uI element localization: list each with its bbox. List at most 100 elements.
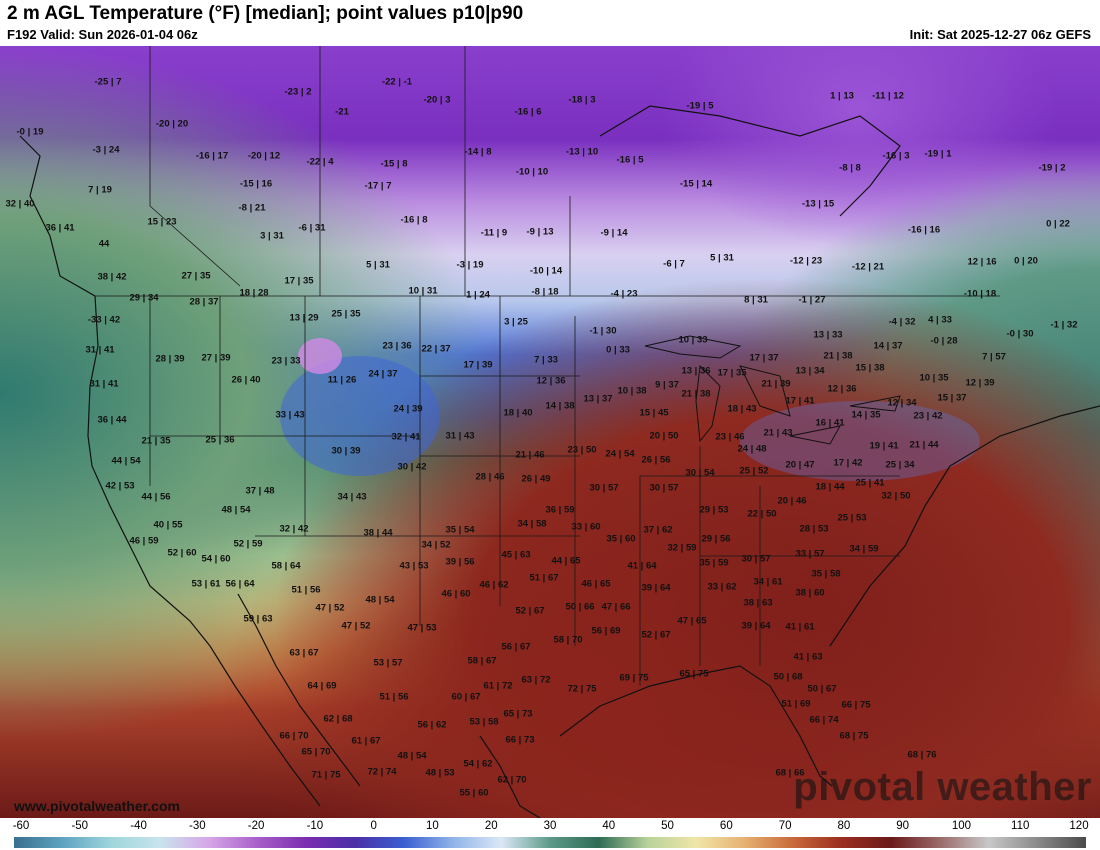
point-value: 55 | 60	[459, 787, 489, 799]
point-value: 12 | 16	[967, 256, 997, 268]
point-value: 25 | 52	[739, 465, 769, 477]
point-value: 29 | 34	[129, 292, 159, 304]
point-value: 68 | 76	[907, 749, 937, 761]
point-value: 22 | 50	[747, 508, 777, 520]
point-value: 53 | 58	[469, 716, 499, 728]
great-lakes	[644, 335, 901, 445]
point-value: -4 | 32	[888, 316, 916, 328]
point-value: 51 | 69	[781, 698, 811, 710]
colorbar-tick-label: 40	[602, 820, 616, 832]
point-value: 34 | 52	[421, 539, 451, 551]
point-value: 14 | 35	[851, 409, 881, 421]
point-value: 41 | 64	[627, 560, 657, 572]
point-value: 15 | 38	[855, 362, 885, 374]
colorbar-tick-label: -20	[247, 820, 265, 832]
point-value: 52 | 59	[233, 538, 263, 550]
point-value: 65 | 73	[503, 708, 533, 720]
point-value: 30 | 39	[331, 445, 361, 457]
state-borders	[95, 46, 1000, 686]
point-value: 25 | 34	[885, 459, 915, 471]
point-value: 48 | 54	[221, 504, 251, 516]
point-value: 24 | 54	[605, 448, 635, 460]
point-value: 47 | 65	[677, 615, 707, 627]
website-url[interactable]: www.pivotalweather.com	[14, 798, 180, 814]
point-value: -20 | 12	[247, 150, 281, 162]
colorbar-tick-label: -50	[71, 820, 89, 832]
point-value: -20 | 20	[155, 118, 189, 130]
colorbar-tick-label: 110	[1011, 820, 1030, 832]
point-value: 17 | 39	[463, 359, 493, 371]
point-value: 53 | 57	[373, 657, 403, 669]
point-value: 10 | 33	[678, 334, 708, 346]
colorbar-tick-label: 100	[951, 820, 972, 832]
point-value: -25 | 7	[94, 76, 122, 88]
colorbar-strip	[14, 837, 1086, 848]
point-value: 35 | 58	[811, 568, 841, 580]
point-value: 5 | 31	[366, 259, 390, 271]
point-value: -10 | 18	[963, 288, 997, 300]
point-value: -33 | 42	[87, 314, 121, 326]
point-value: 33 | 43	[275, 409, 305, 421]
point-value: 37 | 48	[245, 485, 275, 497]
colorbar-tick-label: 70	[778, 820, 792, 832]
point-value: 39 | 56	[445, 556, 475, 568]
point-value: -12 | 23	[789, 255, 823, 267]
point-value: 47 | 52	[315, 602, 345, 614]
point-value: 28 | 39	[155, 353, 185, 365]
point-value: 20 | 46	[777, 495, 807, 507]
point-value: 38 | 44	[363, 527, 393, 539]
point-value: 11 | 26	[327, 374, 357, 386]
point-value: 4 | 33	[928, 314, 952, 326]
point-value: 29 | 53	[699, 504, 729, 516]
point-value: 32 | 42	[279, 523, 309, 535]
point-value: -21	[335, 106, 349, 118]
point-value: -15 | 14	[679, 178, 713, 190]
point-value: -16 | 8	[400, 214, 428, 226]
point-value: -18 | 3	[568, 94, 596, 106]
point-value: 25 | 36	[205, 434, 235, 446]
point-value: 12 | 36	[827, 383, 857, 395]
point-value: 26 | 49	[521, 473, 551, 485]
point-value: 27 | 39	[201, 352, 231, 364]
point-value: 46 | 62	[479, 579, 509, 591]
point-value: -8 | 8	[839, 162, 861, 174]
point-value: -8 | 18	[531, 286, 559, 298]
point-value: 47 | 53	[407, 622, 437, 634]
point-value: 3 | 25	[504, 316, 528, 328]
point-value: 10 | 38	[617, 385, 647, 397]
point-value: -19 | 2	[1038, 162, 1066, 174]
point-value: 20 | 50	[649, 430, 679, 442]
point-value: 46 | 60	[441, 588, 471, 600]
point-value: 38 | 60	[795, 587, 825, 599]
colorbar-tick-label: 0	[370, 820, 377, 832]
point-value: -12 | 21	[851, 261, 885, 273]
point-value: 66 | 73	[505, 734, 535, 746]
init-time: Init: Sat 2025-12-27 06z GEFS	[909, 27, 1091, 42]
colorbar-tick-label: 30	[543, 820, 557, 832]
point-value: 50 | 68	[773, 671, 803, 683]
point-value: 61 | 72	[483, 680, 513, 692]
temperature-map[interactable]: -25 | 7 -23 | 2 -22 | -1 -20 | 3 -18 | 3 -19 …	[0, 46, 1100, 818]
point-value: 34 | 61	[753, 576, 783, 588]
point-value: 3 | 31	[260, 230, 284, 242]
point-value: 36 | 59	[545, 504, 575, 516]
point-value: 41 | 63	[793, 651, 823, 663]
point-value: 35 | 59	[699, 557, 729, 569]
point-value: 23 | 42	[913, 410, 943, 422]
point-value: 66 | 75	[841, 699, 871, 711]
header: 2 m AGL Temperature (°F) [median]; point…	[0, 0, 1100, 46]
point-value: 58 | 64	[271, 560, 301, 572]
point-value: 18 | 28	[239, 287, 269, 299]
pivotal-weather-logo: pivotal weather	[793, 765, 1092, 809]
point-value: -16 | 3	[882, 150, 910, 162]
colorbar-tick-label: -40	[130, 820, 147, 832]
point-value: 35 | 60	[606, 533, 636, 545]
point-value: 36 | 44	[97, 414, 127, 426]
point-value: 46 | 59	[129, 535, 159, 547]
point-value: 48 | 54	[397, 750, 427, 762]
point-value: 30 | 57	[589, 482, 619, 494]
point-value: 27 | 35	[181, 270, 211, 282]
point-value: 69 | 75	[619, 672, 649, 684]
point-value: 30 | 57	[741, 553, 771, 565]
point-value: 13 | 36	[681, 365, 711, 377]
